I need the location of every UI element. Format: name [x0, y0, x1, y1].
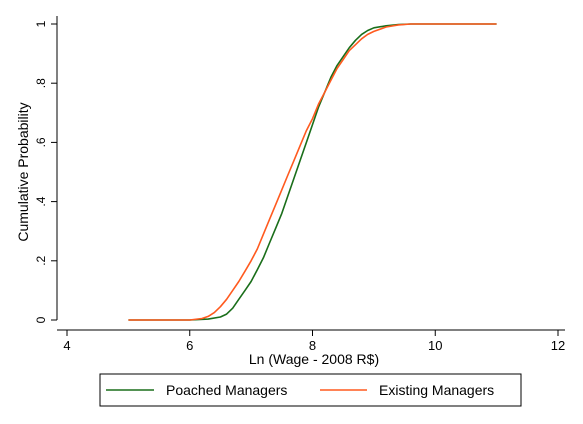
- series-lines: [128, 23, 497, 321]
- y-axis-label: Cumulative Probability: [15, 102, 31, 241]
- series-line-poached-managers: [128, 23, 497, 321]
- x-tick-label: 12: [551, 338, 565, 353]
- y-tick-label: 1: [34, 20, 48, 27]
- x-tick-label: 8: [309, 338, 316, 353]
- legend-label: Poached Managers: [166, 382, 287, 398]
- y-tick-label: 0: [34, 316, 48, 323]
- y-tick-label: .4: [34, 196, 48, 206]
- x-axis: 4 6 8 10 12: [57, 329, 565, 353]
- legend: Poached Managers Existing Managers: [99, 373, 522, 407]
- x-tick-label: 4: [63, 338, 70, 353]
- y-tick-label: .2: [34, 255, 48, 265]
- x-axis-label: Ln (Wage - 2008 R$): [249, 351, 379, 367]
- legend-label: Existing Managers: [379, 382, 494, 398]
- y-axis: 0 .2 .4 .6 .8 1: [34, 16, 58, 323]
- series-line-existing-managers: [128, 23, 497, 321]
- y-tick-label: .8: [34, 78, 48, 88]
- x-tick-label: 6: [186, 338, 193, 353]
- legend-box: [99, 373, 522, 407]
- x-tick-label: 10: [428, 338, 442, 353]
- y-tick-label: .6: [34, 137, 48, 147]
